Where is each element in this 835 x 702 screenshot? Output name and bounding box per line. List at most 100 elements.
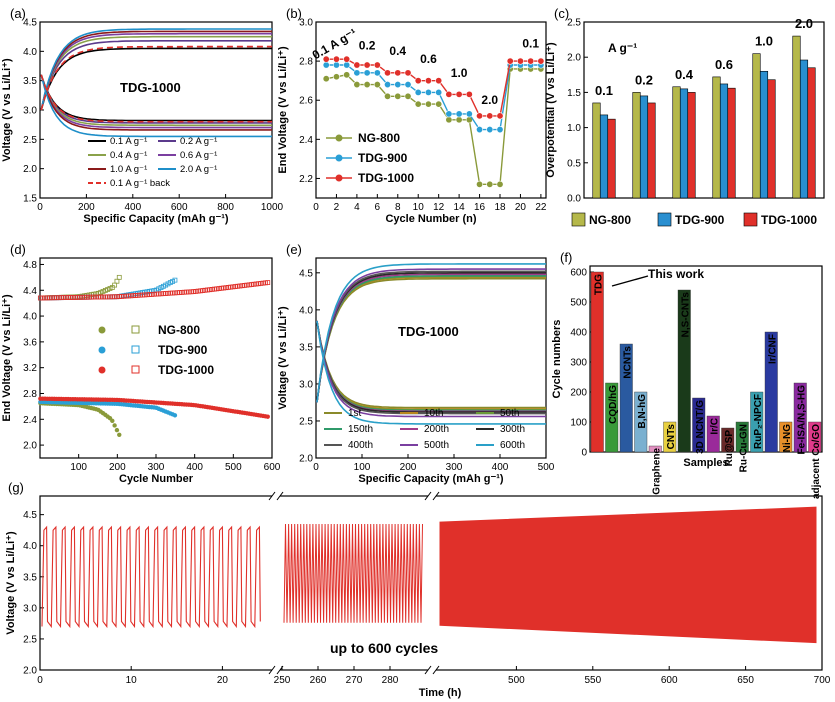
x-tick-label: 200 bbox=[78, 202, 95, 213]
x-tick-label: 0 bbox=[37, 202, 43, 213]
discharge-curve-300th bbox=[316, 320, 546, 413]
x-tick-label: 100 bbox=[354, 462, 371, 473]
bar bbox=[793, 382, 807, 453]
bar-TDG-900 bbox=[639, 95, 649, 199]
data-point bbox=[486, 112, 494, 120]
charge-curve-1st bbox=[316, 277, 546, 403]
annotation: This work bbox=[648, 267, 704, 281]
plot-frame bbox=[583, 21, 825, 199]
bar-label: Ru-Cu-GN bbox=[738, 424, 749, 472]
legend-marker bbox=[98, 346, 106, 354]
bar-label: Ir/CNF bbox=[767, 334, 778, 364]
data-point bbox=[486, 180, 494, 188]
charge-curve-400th bbox=[316, 270, 546, 403]
charge-curve-200th bbox=[316, 273, 546, 403]
data-point bbox=[435, 100, 443, 108]
data-point bbox=[424, 77, 432, 85]
charge-curve-0.6 A g⁻¹ bbox=[40, 32, 272, 111]
bar-label: RuP₂-NPCF bbox=[753, 394, 764, 449]
legend-swatch bbox=[743, 212, 758, 227]
discharge-end-point bbox=[172, 413, 178, 418]
y-axis-label: Voltage (V vs Li/Li⁺) bbox=[5, 531, 17, 635]
y-tick-label: 2.8 bbox=[299, 57, 313, 68]
x-tick-label: 200 bbox=[400, 462, 417, 473]
legend-label: 0.6 A g⁻¹ bbox=[180, 150, 217, 161]
x-tick-label: 0 bbox=[313, 462, 319, 473]
y-tick-label: 0 bbox=[581, 448, 587, 459]
data-point bbox=[332, 55, 340, 63]
panel-c: (c) 0.0 0.5 1.0 1.5 2.0 2.5 Overpotential (V vs… bbox=[545, 6, 825, 227]
legend-marker bbox=[335, 134, 343, 142]
data-point bbox=[363, 81, 371, 89]
bar-label: CQD/hG bbox=[608, 385, 619, 424]
x-tick-label: 100 bbox=[70, 462, 87, 473]
x-tick-label: 400 bbox=[492, 462, 509, 473]
x-tick-label: 600 bbox=[264, 462, 281, 473]
sample-label: TDG-1000 bbox=[398, 324, 459, 339]
plot-frame bbox=[589, 265, 823, 453]
charge-curve-2.0 A g⁻¹ bbox=[40, 28, 272, 111]
y-axis-label: Voltage (V vs Li/Li⁺) bbox=[1, 58, 13, 162]
y-tick-label: 4.5 bbox=[23, 18, 37, 29]
bar bbox=[634, 391, 648, 453]
legend-label: TDG-1000 bbox=[358, 171, 414, 185]
discharge-curve-500th bbox=[316, 320, 546, 418]
data-point bbox=[343, 55, 351, 63]
bar-label: B,N-hG bbox=[637, 394, 648, 429]
discharge-curve-0.1 A g⁻¹ back bbox=[40, 74, 272, 123]
x-tick-label: 300 bbox=[148, 462, 165, 473]
y-tick-label: 500 bbox=[570, 298, 587, 309]
panel-label: (e) bbox=[286, 242, 302, 257]
y-tick-label: 3.6 bbox=[23, 337, 37, 348]
legend-label: 0.2 A g⁻¹ bbox=[180, 136, 217, 147]
plot-frame bbox=[315, 21, 547, 199]
bar bbox=[619, 343, 633, 453]
data-point bbox=[476, 112, 484, 120]
panel-label: (a) bbox=[10, 6, 26, 21]
data-point bbox=[384, 81, 392, 89]
legend-swatch bbox=[571, 212, 586, 227]
x-tick-label: 400 bbox=[124, 202, 141, 213]
x-tick-label: 0 bbox=[313, 202, 319, 213]
rate-label: 0.2 bbox=[359, 38, 376, 52]
axis-break-mark bbox=[268, 665, 276, 675]
bar-TDG-1000 bbox=[647, 102, 656, 199]
data-point bbox=[343, 61, 351, 69]
category-label: 0.1 bbox=[595, 83, 613, 98]
bar bbox=[735, 421, 749, 453]
legend-label: TDG-900 bbox=[158, 343, 208, 357]
y-tick-label: 3.2 bbox=[23, 363, 37, 374]
series-line-NG-800 bbox=[326, 68, 541, 186]
data-point bbox=[394, 81, 402, 89]
y-tick-label: 4.5 bbox=[23, 510, 37, 521]
data-point bbox=[465, 110, 473, 118]
panel-d: (d) 2.0 2.4 2.8 3.2 3.6 4.0 4.4 4.8 End Voltage (… bbox=[1, 242, 281, 485]
y-tick-label: 0.0 bbox=[567, 194, 581, 205]
bar-TDG-900 bbox=[679, 88, 689, 199]
y-tick-label: 0.5 bbox=[567, 158, 581, 169]
legend-marker bbox=[131, 345, 140, 354]
y-tick-label: 3.5 bbox=[299, 342, 313, 353]
data-point bbox=[424, 100, 432, 108]
data-point bbox=[343, 71, 351, 79]
legend-label: 500th bbox=[424, 440, 449, 451]
y-tick-label: 2.0 bbox=[299, 454, 313, 465]
y-tick-label: 4.5 bbox=[299, 268, 313, 279]
y-axis-label: Cycle numbers bbox=[551, 320, 563, 399]
legend-label: 2.0 A g⁻¹ bbox=[180, 164, 217, 175]
y-tick-label: 3.0 bbox=[23, 106, 37, 117]
bar-NG-800 bbox=[672, 86, 681, 199]
x-tick-label: 20 bbox=[217, 675, 229, 686]
discharge-end-point bbox=[114, 427, 120, 433]
axis-break-mark bbox=[424, 491, 432, 501]
panel-label: (c) bbox=[554, 6, 569, 21]
bar bbox=[590, 271, 604, 453]
legend-label: TDG-900 bbox=[358, 151, 408, 165]
data-point bbox=[363, 61, 371, 69]
y-tick-label: 1.5 bbox=[567, 88, 581, 99]
y-tick-label: 2.5 bbox=[299, 416, 313, 427]
category-label: 0.2 bbox=[635, 72, 653, 87]
axis-break-mark bbox=[432, 491, 440, 501]
data-point bbox=[404, 81, 412, 89]
x-tick-label: 550 bbox=[584, 675, 601, 686]
